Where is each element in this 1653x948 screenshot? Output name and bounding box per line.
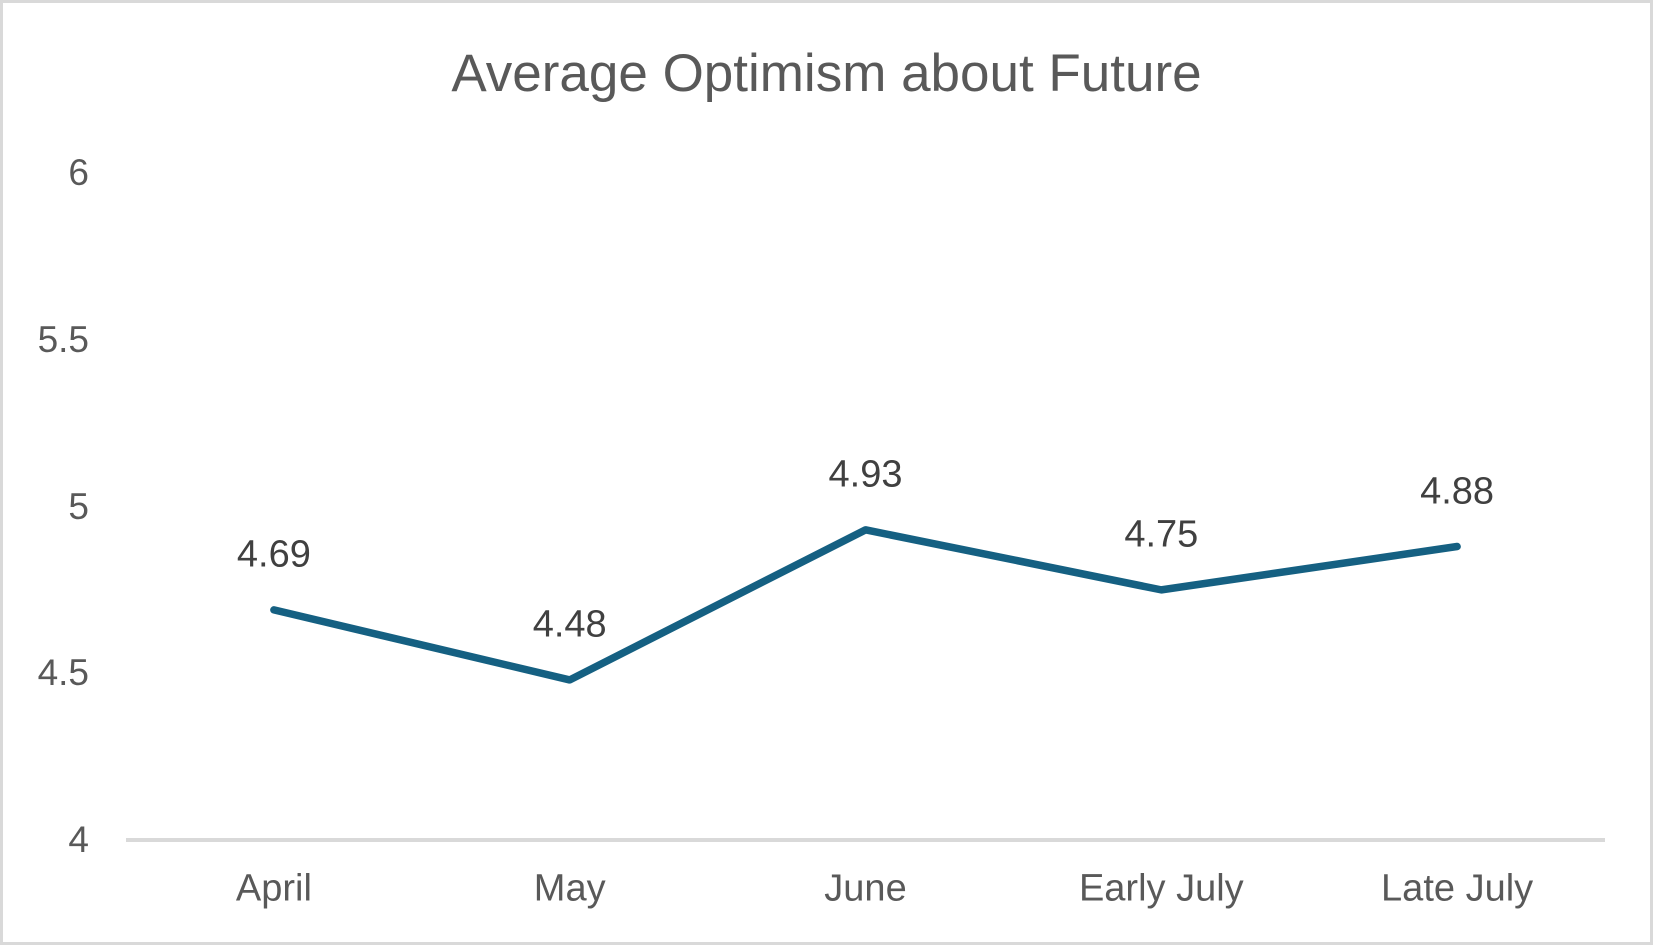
x-category-label: Late July bbox=[1381, 867, 1534, 910]
chart-title: Average Optimism about Future bbox=[451, 44, 1202, 103]
y-tick-label: 5 bbox=[68, 485, 89, 527]
x-category-label: April bbox=[235, 867, 312, 910]
x-category-label: June bbox=[824, 867, 907, 910]
series-line bbox=[270, 526, 1461, 684]
y-tick-label: 4 bbox=[68, 819, 89, 860]
data-point-label: 4.88 bbox=[1420, 470, 1495, 513]
y-tick-label: 5.5 bbox=[37, 318, 89, 360]
data-point-label: 4.93 bbox=[828, 453, 903, 496]
data-point-label: 4.69 bbox=[236, 533, 311, 576]
y-tick-label: 4.5 bbox=[37, 652, 89, 694]
x-category-label: May bbox=[533, 867, 606, 910]
data-point-label: 4.75 bbox=[1124, 513, 1199, 556]
y-tick-label: 6 bbox=[68, 152, 89, 193]
plot-area bbox=[126, 526, 1605, 842]
data-point-label: 4.48 bbox=[532, 603, 607, 646]
x-category-label: Early July bbox=[1078, 867, 1244, 910]
